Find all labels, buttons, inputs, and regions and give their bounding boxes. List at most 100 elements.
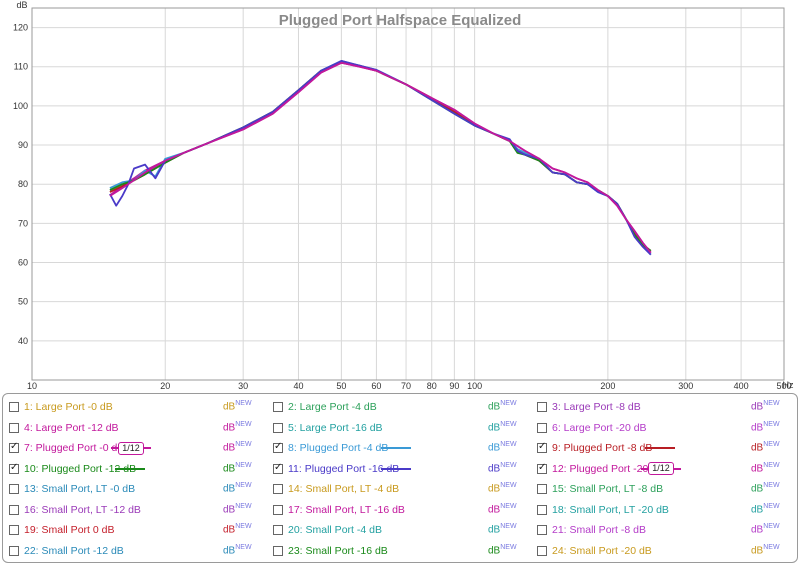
legend-db-new-link[interactable]: dBNEW bbox=[751, 543, 780, 556]
legend-db-new-link[interactable]: dBNEW bbox=[223, 420, 252, 433]
legend-label: 12: Plugged Port -20 dB bbox=[552, 462, 665, 475]
legend-label: 9: Plugged Port -8 dB bbox=[552, 442, 653, 454]
legend-label: 20: Small Port -4 dB bbox=[288, 524, 382, 536]
axis-labels: 10 20 30 40 50 60 70 80 90 100 200 300 400 500 40 50 60 7… bbox=[13, 23, 792, 391]
legend-db-new-link[interactable]: dBNEW bbox=[751, 420, 780, 433]
legend-db-new-link[interactable]: dBNEW bbox=[751, 523, 780, 536]
legend-checkbox[interactable] bbox=[9, 402, 19, 412]
x-tick-label: 300 bbox=[678, 381, 693, 391]
legend-line-swatch bbox=[645, 447, 675, 449]
x-tick-label: 70 bbox=[401, 381, 411, 391]
legend-item[interactable]: 17: Small Port, LT -16 dB bbox=[273, 500, 405, 520]
x-tick-label: 10 bbox=[27, 381, 37, 391]
legend-item[interactable]: 21: Small Port -8 dB bbox=[537, 520, 646, 540]
series-lines bbox=[109, 60, 652, 256]
legend-checkbox[interactable] bbox=[273, 484, 283, 494]
legend-checkbox[interactable] bbox=[273, 504, 283, 515]
legend-checkbox[interactable] bbox=[9, 484, 19, 494]
legend-item[interactable]: 24: Small Port -20 dB bbox=[537, 541, 652, 561]
legend-checkbox[interactable] bbox=[537, 462, 547, 474]
legend-db-new-link[interactable]: dBNEW bbox=[488, 400, 517, 413]
legend-db-new-link[interactable]: dBNEW bbox=[488, 420, 517, 433]
legend-item[interactable]: 6: Large Port -20 dB bbox=[537, 418, 647, 438]
legend-item[interactable]: 15: Small Port, LT -8 dB bbox=[537, 479, 663, 499]
legend-item[interactable]: 18: Small Port, LT -20 dB bbox=[537, 500, 669, 520]
legend-item[interactable]: 20: Small Port -4 dB bbox=[273, 520, 382, 540]
legend-checkbox[interactable] bbox=[537, 422, 547, 433]
legend-checkbox[interactable] bbox=[273, 525, 283, 535]
legend-item[interactable]: 11: Plugged Port -16 dB bbox=[273, 459, 399, 479]
x-tick-label: 30 bbox=[238, 381, 248, 391]
legend-checkbox[interactable] bbox=[273, 441, 283, 453]
legend-db-new-link[interactable]: dBNEW bbox=[488, 543, 517, 556]
legend-db-new-link[interactable]: dBNEW bbox=[488, 441, 517, 454]
legend-panel: 1: Large Port -0 dB dBNEW 2: Large Port -4… bbox=[2, 393, 798, 563]
legend-checkbox[interactable] bbox=[273, 545, 283, 556]
legend-checkbox[interactable] bbox=[273, 462, 283, 474]
legend-label: 7: Plugged Port -0 dB bbox=[24, 442, 125, 454]
x-axis-unit: Hz bbox=[783, 380, 794, 390]
legend-label: 23: Small Port -16 dB bbox=[288, 544, 388, 557]
legend-item[interactable]: 4: Large Port -12 dB bbox=[9, 418, 119, 438]
x-tick-label: 40 bbox=[293, 381, 303, 391]
x-tick-label: 60 bbox=[371, 381, 381, 391]
legend-label: 17: Small Port, LT -16 dB bbox=[288, 503, 405, 516]
legend-checkbox[interactable] bbox=[537, 525, 547, 535]
legend-db-new-link[interactable]: dBNEW bbox=[223, 441, 252, 454]
chart-title: Plugged Port Halfspace Equalized bbox=[279, 12, 522, 29]
legend-checkbox[interactable] bbox=[273, 402, 283, 412]
legend-item[interactable]: 1: Large Port -0 dB bbox=[9, 397, 113, 417]
legend-item[interactable]: 13: Small Port, LT -0 dB bbox=[9, 479, 135, 499]
legend-db-new-link[interactable]: dBNEW bbox=[223, 523, 252, 536]
legend-db-new-link[interactable]: dBNEW bbox=[751, 482, 780, 495]
legend-checkbox[interactable] bbox=[9, 441, 19, 453]
legend-db-new-link[interactable]: dBNEW bbox=[223, 543, 252, 556]
legend-item[interactable]: 16: Small Port, LT -12 dB bbox=[9, 500, 141, 520]
legend-item[interactable]: 19: Small Port 0 dB bbox=[9, 520, 114, 540]
legend-checkbox[interactable] bbox=[9, 525, 19, 535]
legend-item[interactable]: 3: Large Port -8 dB bbox=[537, 397, 641, 417]
legend-label: 3: Large Port -8 dB bbox=[552, 401, 641, 413]
legend-label: 21: Small Port -8 dB bbox=[552, 524, 646, 536]
frequency-response-chart: 10 20 30 40 50 60 70 80 90 100 200 300 400 500 40 50 60 7… bbox=[12, 0, 794, 391]
legend-db-new-link[interactable]: dBNEW bbox=[751, 400, 780, 413]
legend-db-new-link[interactable]: dBNEW bbox=[223, 461, 252, 474]
legend-db-new-link[interactable]: dBNEW bbox=[751, 502, 780, 515]
legend-item[interactable]: 7: Plugged Port -0 dB bbox=[9, 438, 124, 458]
legend-checkbox[interactable] bbox=[537, 402, 547, 412]
legend-item[interactable]: 9: Plugged Port -8 dB bbox=[537, 438, 652, 458]
y-tick-label: 100 bbox=[13, 101, 28, 111]
legend-smoothing-swatch: 1/12 bbox=[641, 462, 681, 476]
legend-item[interactable]: 10: Plugged Port -12 dB bbox=[9, 459, 136, 479]
legend-checkbox[interactable] bbox=[9, 462, 19, 474]
legend-db-new-link[interactable]: dBNEW bbox=[223, 502, 252, 515]
y-tick-label: 110 bbox=[14, 62, 28, 72]
legend-item[interactable]: 23: Small Port -16 dB bbox=[273, 541, 388, 561]
legend-item[interactable]: 12: Plugged Port -20 dB bbox=[537, 459, 664, 479]
legend-db-new-link[interactable]: dBNEW bbox=[488, 523, 517, 536]
legend-checkbox[interactable] bbox=[537, 441, 547, 453]
x-tick-label: 80 bbox=[427, 381, 437, 391]
legend-checkbox[interactable] bbox=[273, 422, 283, 433]
legend-checkbox[interactable] bbox=[537, 545, 547, 556]
legend-checkbox[interactable] bbox=[9, 545, 19, 556]
legend-checkbox[interactable] bbox=[9, 504, 19, 515]
legend-db-new-link[interactable]: dBNEW bbox=[488, 482, 517, 495]
legend-db-new-link[interactable]: dBNEW bbox=[751, 461, 780, 474]
series-line bbox=[109, 61, 652, 254]
legend-item[interactable]: 8: Plugged Port -4 dB bbox=[273, 438, 388, 458]
legend-db-new-link[interactable]: dBNEW bbox=[223, 400, 252, 413]
legend-checkbox[interactable] bbox=[537, 484, 547, 494]
legend-checkbox[interactable] bbox=[9, 422, 19, 433]
legend-item[interactable]: 2: Large Port -4 dB bbox=[273, 397, 377, 417]
legend-item[interactable]: 5: Large Port -16 dB bbox=[273, 418, 383, 438]
legend-item[interactable]: 22: Small Port -12 dB bbox=[9, 541, 124, 561]
legend-db-new-link[interactable]: dBNEW bbox=[751, 441, 780, 454]
legend-checkbox[interactable] bbox=[537, 504, 547, 515]
legend-db-new-link[interactable]: dBNEW bbox=[488, 461, 517, 474]
legend-item[interactable]: 14: Small Port, LT -4 dB bbox=[273, 479, 399, 499]
legend-line-swatch bbox=[115, 467, 145, 470]
legend-db-new-link[interactable]: dBNEW bbox=[488, 502, 517, 515]
legend-label: 18: Small Port, LT -20 dB bbox=[552, 503, 669, 516]
legend-db-new-link[interactable]: dBNEW bbox=[223, 482, 252, 495]
